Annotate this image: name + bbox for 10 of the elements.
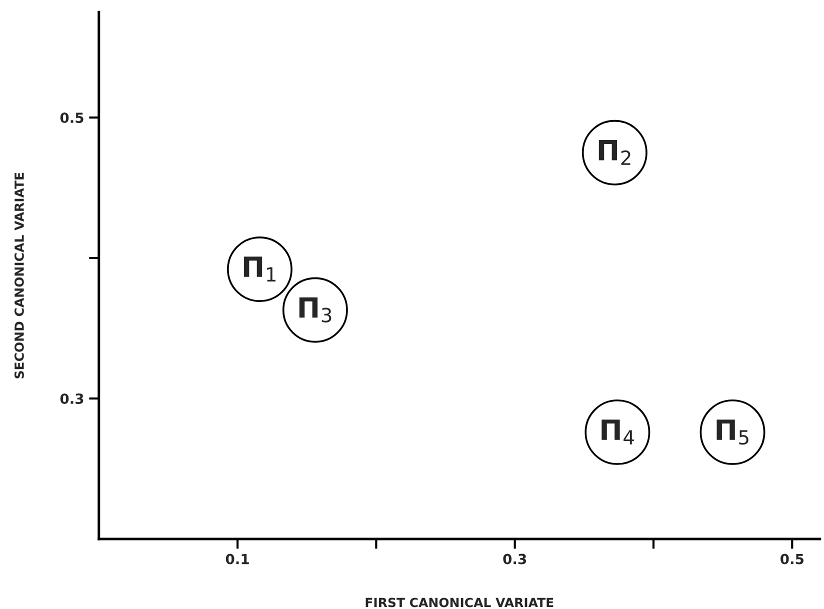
- y-axis-title: SECOND CANONICAL VARIATE: [14, 172, 24, 378]
- x-tick-label: 0.5: [780, 554, 804, 564]
- annotation: Π$_{2}$: [598, 140, 630, 165]
- annotation: Π$_{5}$: [716, 420, 748, 445]
- x-axis-title: FIRST CANONICAL VARIATE: [366, 598, 554, 608]
- x-tick-label: 0.3: [503, 554, 526, 564]
- annotation: Π$_{4}$: [602, 420, 634, 444]
- annotation: Π$_{3}$: [299, 297, 332, 322]
- x-tick-label: 0.1: [226, 554, 249, 564]
- annotation: Π$_{1}$: [244, 256, 276, 282]
